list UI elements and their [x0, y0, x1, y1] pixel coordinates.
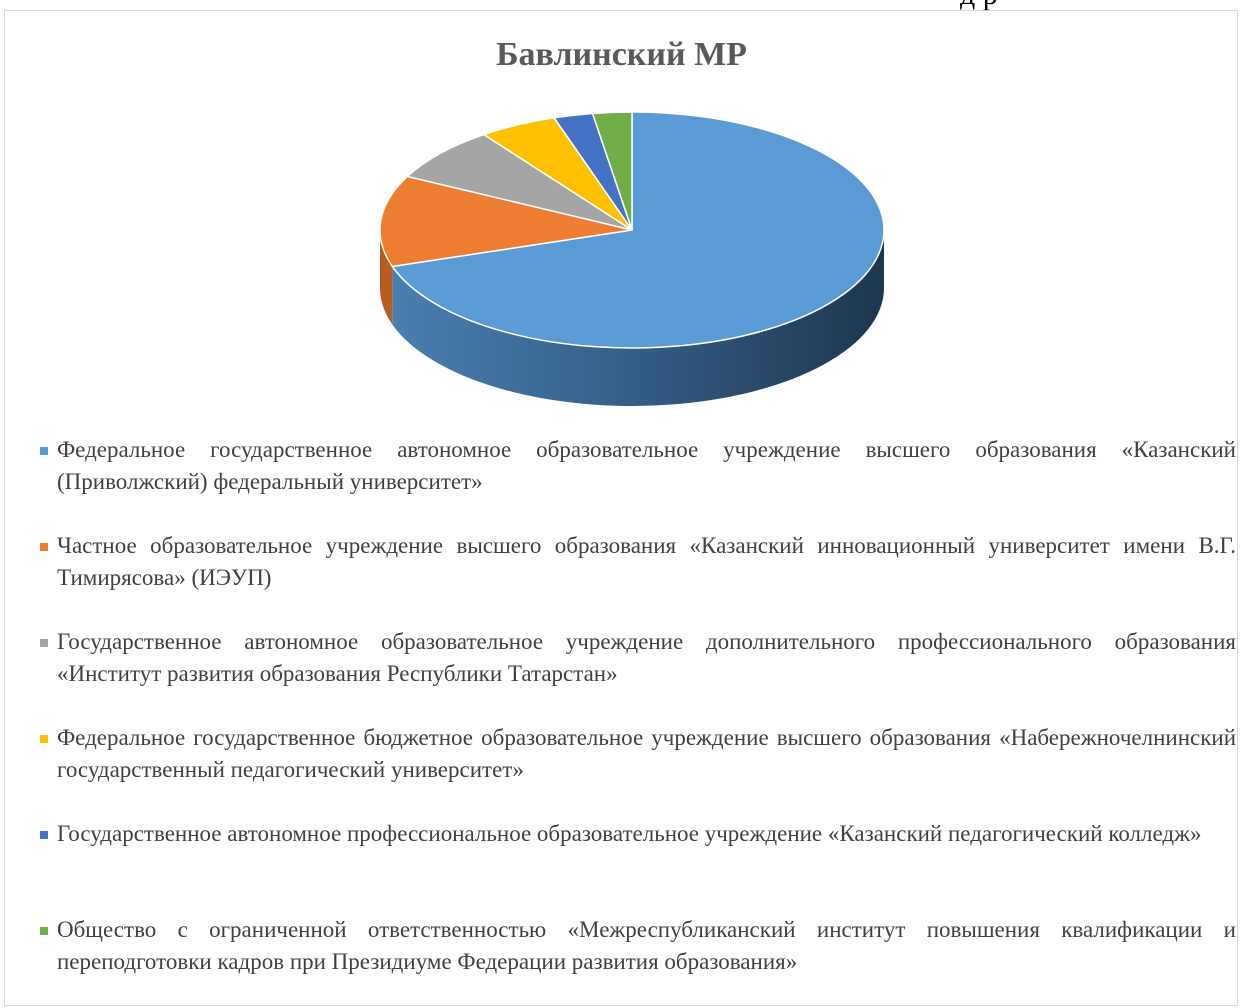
pie-side-walls: [380, 230, 884, 407]
legend-label: Общество с ограниченной ответственностью…: [57, 917, 1236, 974]
legend-swatch: [40, 447, 48, 455]
chart-legend: Федеральное государственное автономное о…: [40, 434, 1236, 1008]
legend-item: Государственное автономное профессиональ…: [40, 818, 1236, 882]
legend-item: Государственное автономное образовательн…: [40, 626, 1236, 690]
legend-label: Государственное автономное профессиональ…: [57, 821, 1202, 846]
legend-item: Федеральное государственное бюджетное об…: [40, 722, 1236, 786]
pie-slice: [405, 133, 633, 231]
legend-item: Федеральное государственное автономное о…: [40, 434, 1236, 498]
legend-swatch: [40, 927, 48, 935]
legend-label: Государственное автономное образовательн…: [57, 629, 1236, 686]
legend-label: Частное образовательное учреждение высше…: [57, 533, 1236, 590]
legend-label: Федеральное государственное автономное о…: [57, 437, 1236, 494]
legend-swatch: [40, 639, 48, 647]
legend-label: Федеральное государственное бюджетное об…: [57, 725, 1236, 782]
legend-swatch: [40, 543, 48, 551]
pie-slice: [391, 111, 885, 349]
page-text-fragment: д р: [960, 0, 998, 12]
chart-title: Бавлинский МР: [496, 36, 747, 73]
legend-item: Частное образовательное учреждение высше…: [40, 530, 1236, 594]
pie-slice-side: [380, 230, 393, 325]
pie-slices: [379, 111, 885, 349]
legend-swatch: [40, 831, 48, 839]
pie-slice: [591, 111, 633, 231]
pie-chart: [379, 111, 885, 407]
legend-swatch: [40, 735, 48, 743]
pie-slice-side: [392, 230, 884, 407]
pie-slice: [379, 175, 633, 268]
legend-item: Общество с ограниченной ответственностью…: [40, 914, 1236, 978]
